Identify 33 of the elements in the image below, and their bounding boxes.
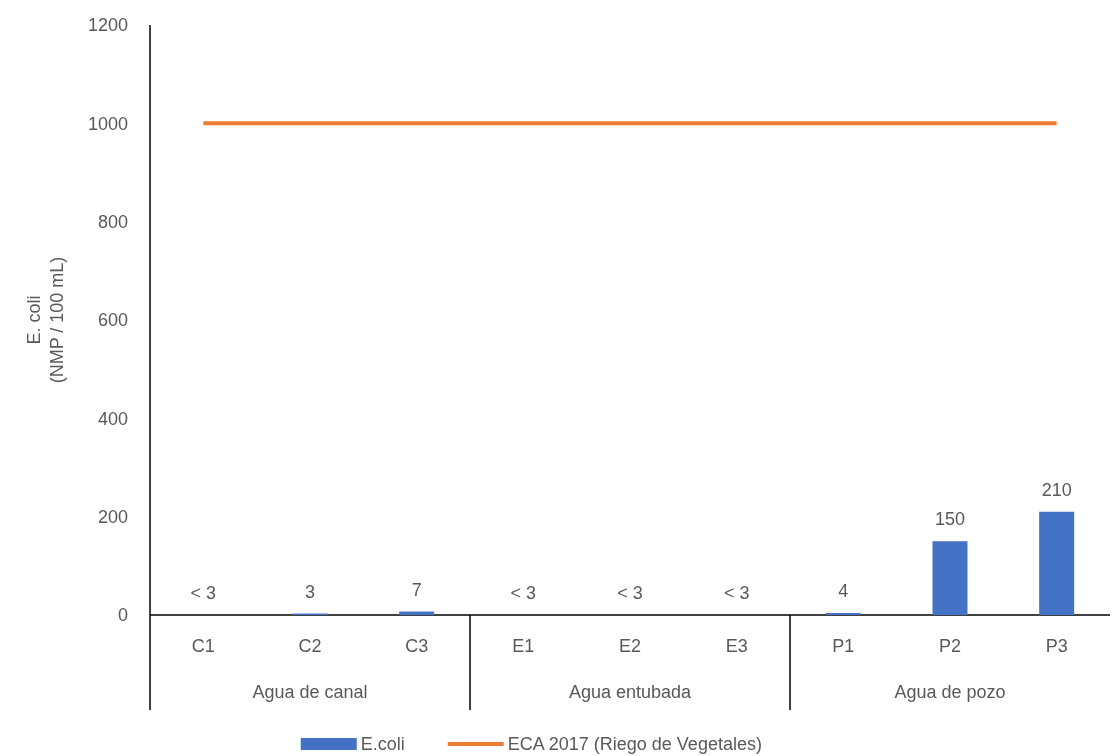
y-axis-title: E. coli (NMP / 100 mL) — [24, 256, 67, 384]
bar — [1039, 511, 1075, 615]
data-label: 7 — [411, 579, 422, 600]
y-tick-label: 1200 — [87, 15, 128, 36]
y-tick-label: 200 — [97, 506, 128, 527]
legend-label: E.coli — [360, 734, 405, 755]
data-label: 3 — [304, 581, 316, 602]
x-tick-label: E3 — [725, 636, 748, 656]
y-tick-label: 400 — [97, 408, 128, 429]
legend-label: ECA 2017 (Riego de Vegetales) — [507, 734, 762, 755]
y-tick-label: 800 — [97, 211, 128, 232]
x-tick-label: P3 — [1045, 636, 1068, 656]
x-tick-label: P1 — [832, 636, 855, 656]
x-tick-label: C3 — [405, 636, 429, 656]
text: < 3 — [723, 583, 750, 603]
text: < 3 — [617, 583, 643, 603]
y-tick-label: 0 — [117, 605, 128, 626]
bar — [932, 541, 968, 615]
data-label: 150 — [934, 509, 966, 530]
y-tick-label: 600 — [97, 310, 128, 331]
text: Agua de pozo — [894, 682, 1006, 702]
text: < 3 — [510, 583, 537, 603]
y-tick-label: 1000 — [87, 113, 128, 134]
x-tick-label: E2 — [618, 636, 642, 656]
data-label: 4 — [838, 581, 849, 602]
x-tick-label: E1 — [512, 636, 535, 656]
text: < 3 — [190, 583, 217, 603]
x-tick-label: C2 — [298, 636, 322, 656]
text: Agua entubada — [568, 682, 693, 702]
data-label: 210 — [1041, 479, 1072, 500]
x-tick-label: C1 — [191, 636, 215, 656]
x-tick-label: P2 — [938, 636, 962, 656]
text: Agua de canal — [252, 682, 368, 702]
